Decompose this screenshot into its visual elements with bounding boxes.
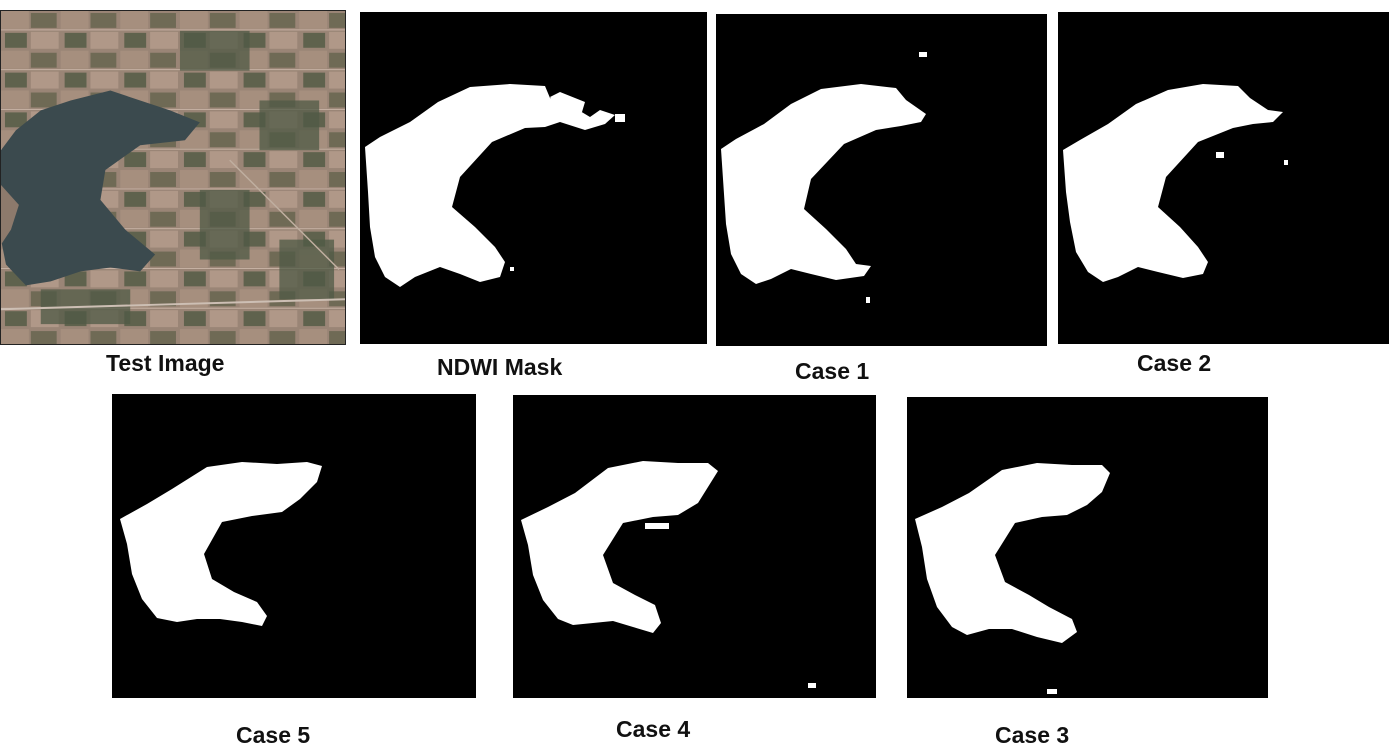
lake-water [1, 90, 200, 286]
caption-ndwi-mask: NDWI Mask [437, 354, 563, 380]
ndwi-mask-panel [360, 12, 707, 344]
caption-case-5: Case 5 [236, 722, 311, 748]
case2-mask-panel [1058, 12, 1389, 344]
case4-mask-panel [513, 395, 876, 698]
water-region [521, 461, 718, 633]
case1-mask-panel [716, 14, 1047, 346]
satellite-image [1, 11, 345, 344]
case1-mask-image [721, 52, 927, 303]
caption-case-3: Case 3 [995, 722, 1070, 748]
case5-mask-image [120, 462, 322, 626]
case3-mask-panel [907, 397, 1268, 698]
case3-mask-image [915, 463, 1110, 694]
case2-mask-image [1063, 84, 1288, 282]
water-region [721, 84, 926, 284]
water-region [365, 84, 615, 287]
case5-mask-panel [112, 394, 476, 698]
water-region [120, 462, 322, 626]
caption-test-image: Test Image [106, 350, 225, 376]
water-region [915, 463, 1110, 643]
caption-case-1: Case 1 [795, 358, 870, 384]
ndwi-mask-image [365, 84, 625, 287]
caption-case-2: Case 2 [1137, 350, 1212, 376]
case4-mask-image [521, 461, 816, 688]
test-image-panel [0, 10, 346, 345]
water-region [1063, 84, 1283, 282]
caption-case-4: Case 4 [616, 716, 691, 742]
